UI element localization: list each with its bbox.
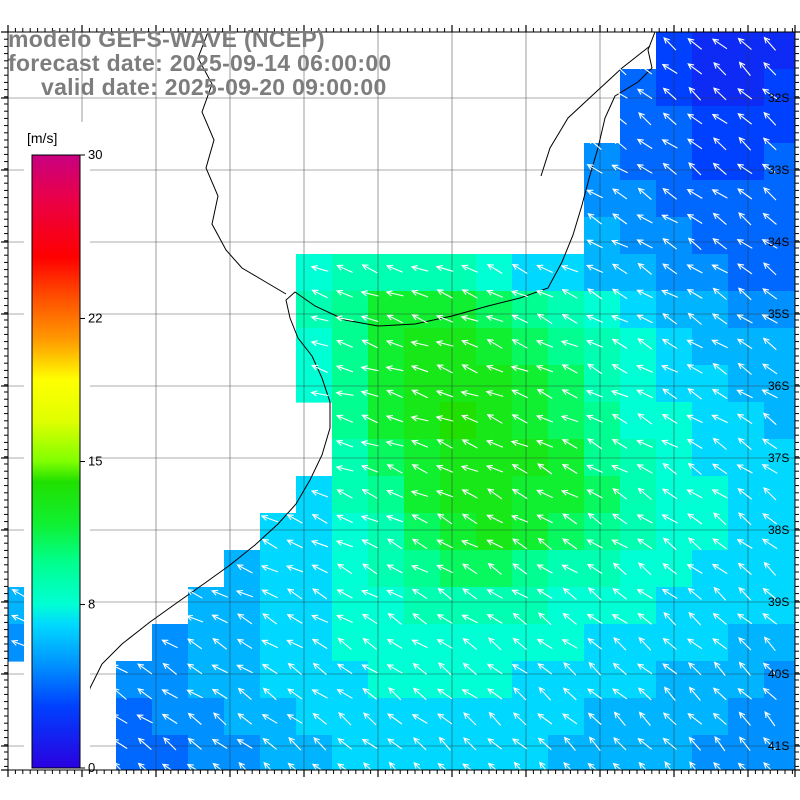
colorbar: [m/s] 30 22 15 8 0 (24, 122, 102, 782)
speed-field (8, 32, 795, 770)
direction-arrows (10, 36, 778, 770)
colorbar-gradient (31, 154, 81, 769)
valid-date-label: valid date: 2025-09-20 09:00:00 (41, 74, 387, 100)
colorbar-tick-label: 22 (88, 310, 102, 325)
lat-label: 36S (768, 379, 789, 393)
forecast-date-label: forecast date: 2025-09-14 06:00:00 (8, 50, 392, 76)
lat-label: 33S (768, 163, 789, 177)
latitude-labels: 32S 33S 34S 35S 36S 37S 38S 39S 40S 41S (768, 91, 789, 753)
coastline (79, 32, 656, 770)
colorbar-tick-label: 0 (88, 760, 95, 775)
lat-label: 37S (768, 451, 789, 465)
lat-label: 35S (768, 307, 789, 321)
lat-label: 41S (768, 739, 789, 753)
model-title: modelo GEFS-WAVE (NCEP) (8, 26, 325, 52)
lat-label: 32S (768, 91, 789, 105)
colorbar-tick-label: 15 (88, 454, 102, 469)
plot-frame (1, 25, 800, 777)
colorbar-unit-label: [m/s] (27, 130, 57, 146)
lat-label: 40S (768, 667, 789, 681)
lat-label: 39S (768, 595, 789, 609)
colorbar-tick-label: 8 (88, 597, 95, 612)
lat-label: 34S (768, 235, 789, 249)
lat-label: 38S (768, 523, 789, 537)
colorbar-tick-label: 30 (88, 147, 102, 162)
